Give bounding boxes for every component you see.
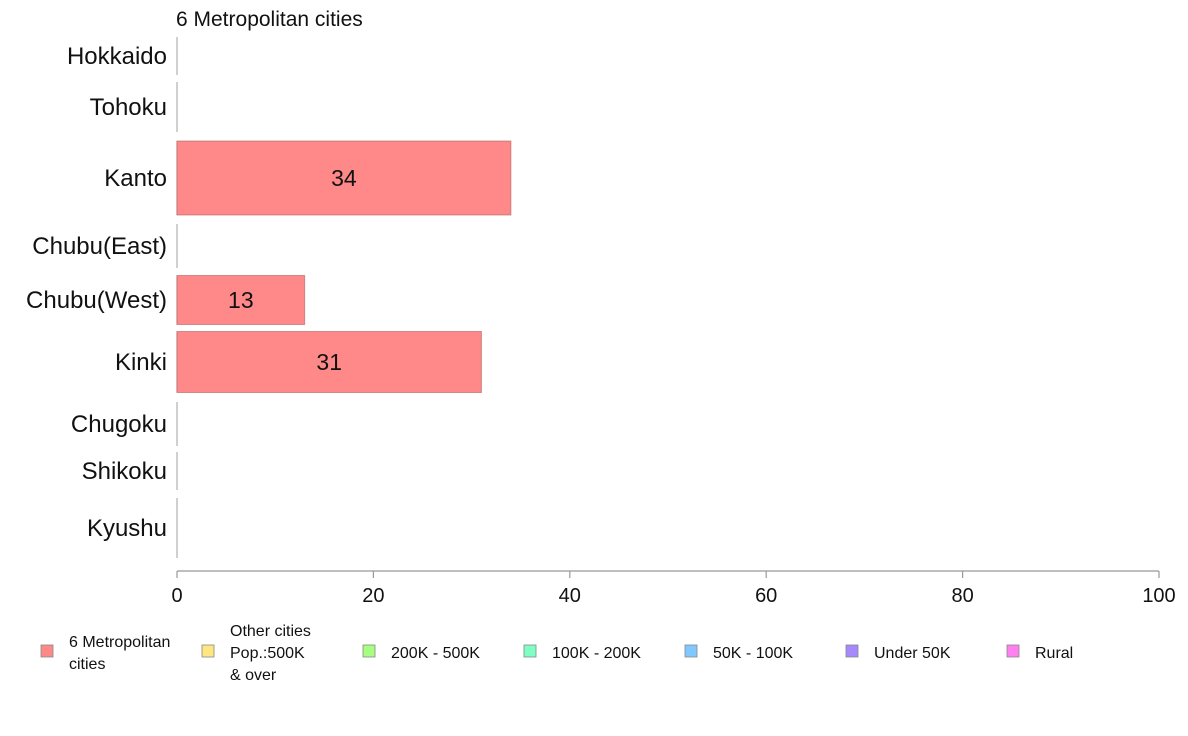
legend-label: 200K - 500K (391, 645, 480, 662)
x-tick-label: 40 (559, 585, 581, 607)
bar-value-label: 34 (331, 165, 357, 191)
bars-group: 34 13 31 (176, 37, 512, 558)
category-label: Chubu(East) (32, 233, 167, 260)
legend-swatch (684, 644, 698, 658)
x-axis: 0 20 40 60 80 100 (171, 570, 1176, 607)
category-label: Tohoku (90, 94, 167, 121)
category-labels: Hokkaido Tohoku Kanto Chubu(East) Chubu(West… (26, 43, 167, 542)
legend-swatch (362, 644, 376, 658)
x-tick-label: 80 (951, 585, 973, 607)
legend-label: cities (69, 656, 105, 673)
x-tick-label: 100 (1142, 585, 1175, 607)
legend-label: Under 50K (874, 645, 951, 662)
category-label: Chugoku (71, 411, 167, 438)
legend-label: Other cities (230, 623, 311, 640)
legend-label: Pop.:500K (230, 645, 305, 662)
legend-swatch (40, 644, 54, 658)
bar (176, 331, 482, 393)
category-label: Kanto (104, 165, 167, 192)
legend-label: 50K - 100K (713, 645, 793, 662)
category-label: Kyushu (87, 515, 167, 542)
legend-label: Rural (1035, 645, 1073, 662)
x-tick-label: 0 (171, 585, 182, 607)
legend: 6 Metropolitan cities Other cities Pop.:500… (40, 623, 1073, 684)
legend-swatch (201, 644, 215, 658)
bar-value-label: 31 (316, 349, 342, 375)
bar (176, 275, 306, 325)
category-label: Shikoku (82, 458, 167, 485)
legend-swatch (1006, 644, 1020, 658)
x-tick-label: 20 (362, 585, 384, 607)
legend-swatch (845, 644, 859, 658)
legend-label: 6 Metropolitan (69, 634, 170, 651)
category-label: Hokkaido (67, 43, 167, 70)
legend-label: & over (230, 667, 277, 684)
legend-label: 100K - 200K (552, 645, 641, 662)
category-label: Kinki (115, 349, 167, 376)
legend-swatch (523, 644, 537, 658)
category-label: Chubu(West) (26, 287, 167, 314)
chart-title: 6 Metropolitan cities (176, 8, 363, 31)
x-tick-label: 60 (755, 585, 777, 607)
bar (176, 140, 512, 216)
bar-value-label: 13 (228, 287, 254, 313)
